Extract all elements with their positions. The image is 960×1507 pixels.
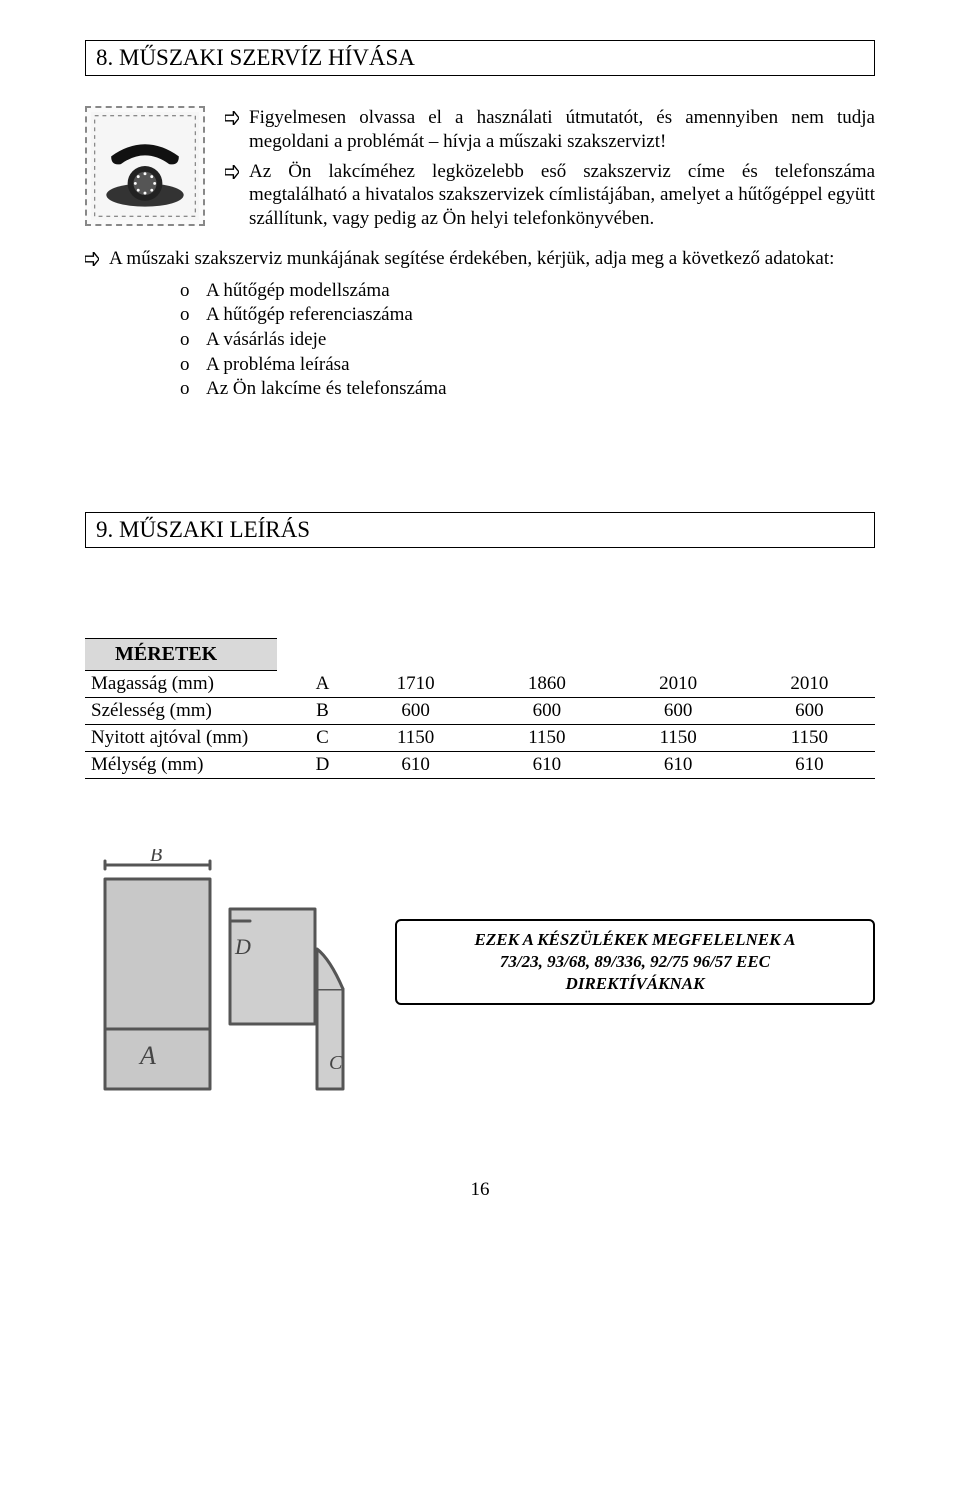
arrow-icon bbox=[85, 247, 99, 273]
dim-val: 600 bbox=[481, 697, 612, 724]
dim-val: 610 bbox=[481, 751, 612, 778]
bullet-text: A műszaki szakszerviz munkájának segítés… bbox=[109, 247, 875, 273]
arrow-icon bbox=[225, 106, 239, 154]
sub-item: A vásárlás ideje bbox=[206, 328, 326, 353]
circle-icon: o bbox=[180, 353, 194, 378]
dim-label: Mélység (mm) bbox=[85, 751, 295, 778]
circle-icon: o bbox=[180, 377, 194, 402]
table-row: Nyitott ajtóval (mm) C 1150 1150 1150 11… bbox=[85, 724, 875, 751]
dim-val: 2010 bbox=[613, 671, 744, 698]
dim-val: 1150 bbox=[481, 724, 612, 751]
dim-label: Magasság (mm) bbox=[85, 671, 295, 698]
sub-item: A hűtőgép modellszáma bbox=[206, 279, 390, 304]
dim-label: Nyitott ajtóval (mm) bbox=[85, 724, 295, 751]
compliance-line: 73/23, 93/68, 89/336, 92/75 96/57 EEC bbox=[411, 951, 859, 973]
compliance-box: EZEK A KÉSZÜLÉKEK MEGFELELNEK A 73/23, 9… bbox=[395, 919, 875, 1005]
dim-letter: C bbox=[295, 724, 350, 751]
sub-item: A probléma leírása bbox=[206, 353, 350, 378]
dim-val: 600 bbox=[744, 697, 875, 724]
dim-letter: B bbox=[295, 697, 350, 724]
svg-text:B: B bbox=[150, 849, 162, 866]
dim-val: 2010 bbox=[744, 671, 875, 698]
dimensions-header: MÉRETEK bbox=[85, 638, 277, 671]
bullet-text: Az Ön lakcíméhez legközelebb eső szaksze… bbox=[249, 160, 875, 231]
dim-label: Szélesség (mm) bbox=[85, 697, 295, 724]
dim-val: 1150 bbox=[613, 724, 744, 751]
table-row: Szélesség (mm) B 600 600 600 600 bbox=[85, 697, 875, 724]
dim-val: 600 bbox=[350, 697, 481, 724]
section9-title: 9. MŰSZAKI LEÍRÁS bbox=[85, 512, 875, 548]
dim-val: 1150 bbox=[350, 724, 481, 751]
fridge-diagram: B A D C bbox=[85, 849, 365, 1109]
section8-bullets: Figyelmesen olvassa el a használati útmu… bbox=[225, 106, 875, 237]
section8-body: Figyelmesen olvassa el a használati útmu… bbox=[85, 106, 875, 237]
section8-cont: A műszaki szakszerviz munkájának segítés… bbox=[85, 247, 875, 273]
section8-sublist: o A hűtőgép modellszáma o A hűtőgép refere… bbox=[180, 279, 875, 402]
section8-title: 8. MŰSZAKI SZERVÍZ HÍVÁSA bbox=[85, 40, 875, 76]
sub-item: A hűtőgép referenciaszáma bbox=[206, 303, 413, 328]
compliance-line: EZEK A KÉSZÜLÉKEK MEGFELELNEK A bbox=[411, 929, 859, 951]
svg-text:A: A bbox=[138, 1041, 156, 1070]
dim-val: 1860 bbox=[481, 671, 612, 698]
circle-icon: o bbox=[180, 303, 194, 328]
dim-val: 1150 bbox=[744, 724, 875, 751]
arrow-icon bbox=[225, 160, 239, 231]
dimensions-table: Magasság (mm) A 1710 1860 2010 2010 Szél… bbox=[85, 671, 875, 779]
table-row: Mélység (mm) D 610 610 610 610 bbox=[85, 751, 875, 778]
svg-text:D: D bbox=[234, 934, 251, 959]
bullet-text: Figyelmesen olvassa el a használati útmu… bbox=[249, 106, 875, 154]
circle-icon: o bbox=[180, 279, 194, 304]
table-row: Magasság (mm) A 1710 1860 2010 2010 bbox=[85, 671, 875, 698]
dim-val: 610 bbox=[350, 751, 481, 778]
phone-illustration bbox=[85, 106, 205, 226]
dim-val: 1710 bbox=[350, 671, 481, 698]
dim-letter: D bbox=[295, 751, 350, 778]
dim-letter: A bbox=[295, 671, 350, 698]
page-number: 16 bbox=[85, 1179, 875, 1201]
dim-val: 600 bbox=[613, 697, 744, 724]
svg-text:C: C bbox=[329, 1052, 343, 1074]
dim-val: 610 bbox=[744, 751, 875, 778]
compliance-line: DIREKTÍVÁKNAK bbox=[411, 973, 859, 995]
circle-icon: o bbox=[180, 328, 194, 353]
dim-val: 610 bbox=[613, 751, 744, 778]
sub-item: Az Ön lakcíme és telefonszáma bbox=[206, 377, 447, 402]
